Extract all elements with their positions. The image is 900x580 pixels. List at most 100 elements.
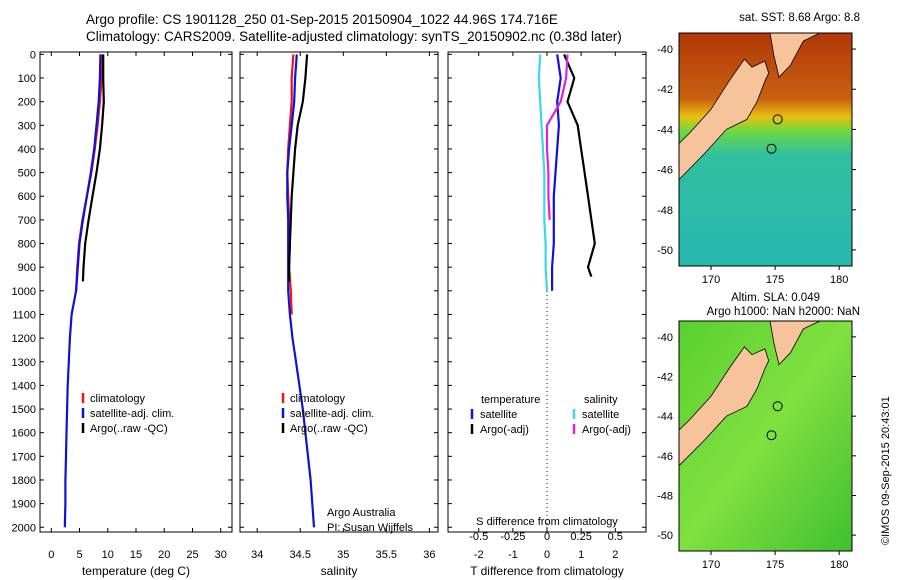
series-line — [288, 54, 309, 282]
series-line — [550, 54, 562, 291]
series-line — [286, 54, 316, 528]
panel-frame — [39, 51, 233, 533]
map-y-tick-label: -48 — [657, 490, 673, 502]
depth-tick-label: 800 — [18, 239, 36, 251]
contour-marker — [772, 114, 783, 125]
map-y-tick-label: -40 — [657, 332, 673, 344]
depth-tick-label: 1400 — [12, 380, 36, 392]
depth-tick-label: 600 — [18, 191, 36, 203]
map-frame — [678, 320, 853, 552]
depth-tick-label: 1000 — [12, 286, 36, 298]
x-tick-label: 20 — [158, 549, 170, 561]
x-tick-label: 0 — [48, 549, 54, 561]
land-south-island — [678, 346, 770, 467]
legend-title: temperature — [481, 394, 540, 406]
map-y-tick-label: -40 — [657, 44, 673, 56]
x-tick-label: 1 — [578, 549, 584, 561]
x-tick-label: -2 — [474, 549, 484, 561]
x-tick-label: 34 — [251, 549, 263, 561]
s-tick-label: -0.5 — [469, 531, 488, 543]
legend-label: climatology — [290, 393, 346, 405]
x-tick-label: 35 — [337, 549, 349, 561]
depth-tick-label: 1700 — [12, 451, 36, 463]
x-axis-label: T difference from climatology — [470, 564, 624, 578]
map-x-tick-label: 170 — [702, 274, 720, 286]
depth-tick-label: 900 — [18, 262, 36, 274]
map-y-tick-label: -42 — [657, 372, 673, 384]
depth-tick-label: 1600 — [12, 428, 36, 440]
s-tick-label: 0.25 — [570, 531, 591, 543]
x-tick-label: 15 — [130, 549, 142, 561]
imos-credit: ©IMOS 09-Sep-2015 20:43:01 — [880, 396, 892, 545]
plot-title-line2: Climatology: CARS2009. Satellite-adjuste… — [86, 29, 622, 44]
map-y-tick-label: -46 — [657, 451, 673, 463]
map-y-tick-label: -44 — [657, 124, 673, 136]
depth-tick-label: 1200 — [12, 333, 36, 345]
x-tick-label: -1 — [508, 549, 518, 561]
series-line — [537, 54, 549, 291]
x-tick-label: 2 — [612, 549, 618, 561]
x-axis-label: temperature (deg C) — [82, 564, 190, 578]
x-tick-label: 0 — [544, 549, 550, 561]
map-x-tick-label: 170 — [702, 559, 720, 571]
legend-label: Argo(..raw -QC) — [90, 423, 168, 435]
depth-tick-label: 1500 — [12, 404, 36, 416]
series-line — [63, 54, 102, 528]
legend-label: satellite-adj. clim. — [90, 408, 174, 420]
legend-label: satellite — [582, 409, 619, 421]
argo-location-marker — [766, 143, 777, 154]
map-x-tick-label: 175 — [766, 274, 784, 286]
map-x-tick-label: 180 — [830, 559, 848, 571]
legend-label: Argo(-adj) — [582, 424, 631, 436]
s-tick-label: -0.25 — [500, 531, 525, 543]
argo-location-marker — [766, 430, 777, 441]
sst-map-label: sat. SST: 8.68 Argo: 8.8 — [739, 12, 860, 24]
s-axis-label: S difference from climatology — [476, 516, 618, 528]
x-tick-label: 34.5 — [290, 549, 311, 561]
depth-tick-label: 0 — [30, 49, 36, 61]
panel-frame — [239, 51, 439, 533]
s-tick-label: 0 — [544, 531, 550, 543]
x-tick-label: 35.5 — [376, 549, 397, 561]
credit-line: PI: Susan Wijffels — [327, 522, 413, 534]
x-tick-label: 36 — [423, 549, 435, 561]
map-x-tick-label: 175 — [766, 559, 784, 571]
depth-tick-label: 1800 — [12, 475, 36, 487]
land-south-island — [678, 58, 770, 181]
depth-tick-label: 700 — [18, 215, 36, 227]
contour-marker — [772, 401, 783, 412]
legend-label: Argo(..raw -QC) — [290, 423, 368, 435]
x-tick-label: 5 — [76, 549, 82, 561]
legend-label: satellite — [480, 409, 517, 421]
credit-line: Argo Australia — [327, 507, 396, 519]
map-y-tick-label: -50 — [657, 245, 673, 257]
x-tick-label: 10 — [102, 549, 114, 561]
map-y-tick-label: -48 — [657, 205, 673, 217]
x-tick-label: 25 — [186, 549, 198, 561]
depth-tick-label: 300 — [18, 120, 36, 132]
legend-label: climatology — [90, 393, 146, 405]
depth-tick-label: 200 — [18, 97, 36, 109]
depth-tick-label: 1300 — [12, 357, 36, 369]
series-line — [545, 54, 569, 220]
map-y-tick-label: -42 — [657, 84, 673, 96]
depth-tick-label: 500 — [18, 168, 36, 180]
series-line — [563, 53, 596, 277]
map-y-tick-label: -46 — [657, 165, 673, 177]
map-y-tick-label: -44 — [657, 411, 673, 423]
x-tick-label: 30 — [215, 549, 227, 561]
depth-tick-label: 1100 — [12, 309, 36, 321]
depth-tick-label: 100 — [18, 73, 36, 85]
map-y-tick-label: -50 — [657, 530, 673, 542]
depth-tick-label: 1900 — [12, 499, 36, 511]
x-axis-label: salinity — [321, 564, 358, 578]
plot-title-line1: Argo profile: CS 1901128_250 01-Sep-2015… — [86, 12, 558, 27]
map-frame — [678, 32, 853, 267]
series-line — [81, 54, 105, 282]
map-x-tick-label: 180 — [830, 274, 848, 286]
legend-label: satellite-adj. clim. — [290, 408, 374, 420]
s-tick-label: 0.5 — [608, 531, 623, 543]
depth-tick-label: 400 — [18, 144, 36, 156]
sla-map-label: Altim. SLA: 0.049 — [731, 292, 820, 304]
